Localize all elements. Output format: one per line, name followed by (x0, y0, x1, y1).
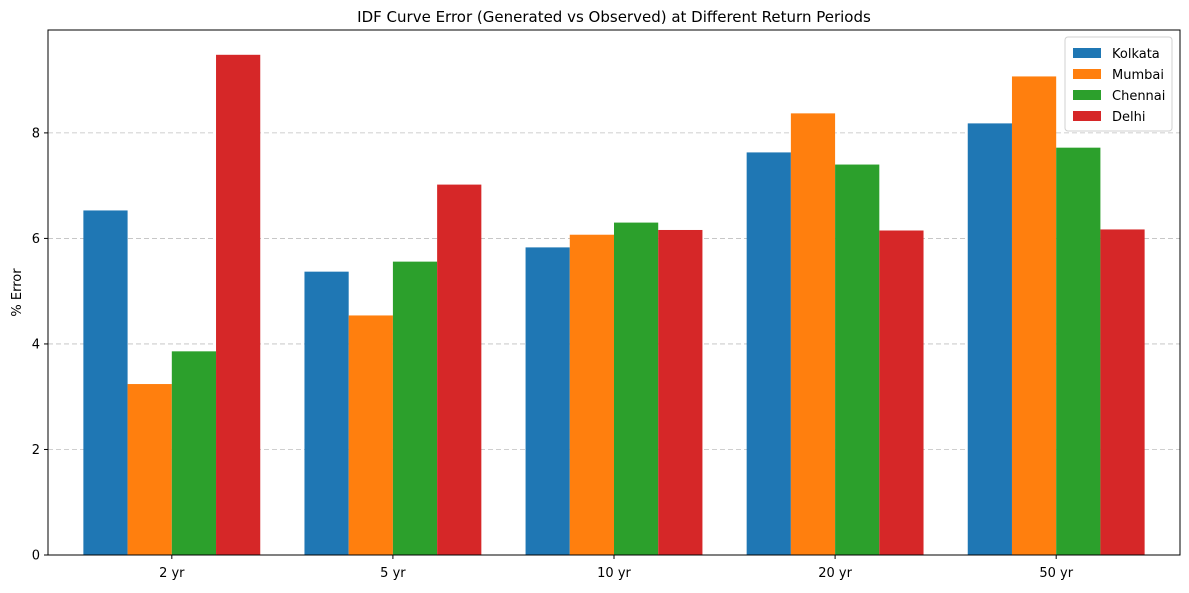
bar (216, 54, 261, 555)
bar (790, 113, 836, 556)
x-tick-label: 50 yr (1039, 566, 1073, 581)
y-tick-label: 6 (32, 232, 40, 247)
bar (746, 152, 791, 556)
bar (304, 271, 349, 555)
bar (879, 230, 924, 556)
bar (835, 164, 880, 556)
legend-swatch (1073, 111, 1101, 121)
bar (171, 351, 217, 555)
bar (1100, 229, 1145, 555)
legend-swatch (1073, 69, 1101, 79)
bar (1056, 147, 1101, 555)
x-tick-label: 10 yr (597, 566, 631, 581)
bar (127, 384, 172, 555)
bar (83, 210, 128, 555)
bar (1011, 76, 1057, 555)
chart-title: IDF Curve Error (Generated vs Observed) … (357, 8, 871, 26)
x-tick-label: 2 yr (159, 566, 185, 581)
legend[interactable]: Kolkata Mumbai Chennai Delhi (1064, 36, 1173, 132)
bar (348, 315, 393, 555)
legend-swatch (1073, 48, 1101, 58)
y-tick-label: 2 (32, 443, 40, 458)
y-axis: 0 2 4 6 8 (32, 126, 48, 564)
legend-swatch (1073, 90, 1101, 100)
x-tick-label: 20 yr (818, 566, 852, 581)
legend-label: Kolkata (1112, 47, 1160, 62)
bar (658, 229, 703, 556)
legend-label: Delhi (1112, 110, 1145, 125)
bar (392, 261, 438, 555)
x-axis: 2 yr 5 yr 10 yr 20 yr 50 yr (159, 555, 1074, 581)
bar (437, 184, 482, 555)
legend-label: Chennai (1112, 89, 1165, 104)
y-tick-label: 4 (32, 337, 40, 352)
y-tick-label: 0 (32, 549, 40, 564)
bar (967, 123, 1012, 555)
bar (614, 222, 659, 555)
legend-label: Mumbai (1112, 68, 1164, 83)
bar (569, 234, 614, 555)
y-tick-label: 8 (32, 126, 40, 141)
y-axis-label: % Error (10, 268, 25, 317)
legend-box (1064, 36, 1173, 132)
x-tick-label: 5 yr (380, 566, 406, 581)
bar (525, 247, 570, 555)
bars (83, 54, 1145, 556)
